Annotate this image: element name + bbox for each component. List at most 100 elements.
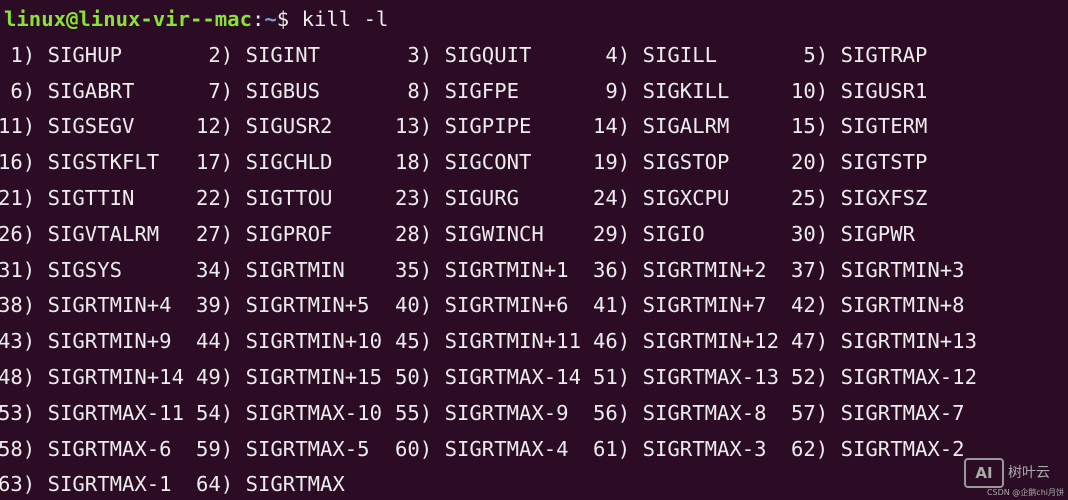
- signal-entry: 59) SIGRTMAX-5: [196, 436, 370, 462]
- signal-name: SIGRTMAX-5: [245, 436, 370, 461]
- signal-name: SIGRTMIN+10: [245, 329, 382, 354]
- signal-entry: 16) SIGSTKFLT: [0, 149, 159, 175]
- signal-number: 15): [791, 114, 829, 139]
- watermark: AI 树叶云 CSDN @企鹅chi月饼: [964, 452, 1064, 498]
- signal-entry: 36) SIGRTMIN+2: [593, 257, 767, 283]
- signal-name: SIGTRAP: [840, 42, 928, 67]
- signal-entry: 20) SIGTSTP: [791, 149, 927, 175]
- signal-entry: 60) SIGRTMAX-4: [395, 436, 569, 462]
- signal-entry: 26) SIGVTALRM: [0, 221, 159, 247]
- signal-entry: 1) SIGHUP: [0, 42, 122, 68]
- signal-name: SIGRTMAX: [245, 472, 345, 497]
- signal-entry: 8) SIGFPE: [395, 78, 519, 104]
- signal-entry: 21) SIGTTIN: [0, 185, 134, 211]
- signal-number: 44): [196, 329, 234, 354]
- signal-number: 2): [208, 42, 234, 67]
- signal-number: 38): [0, 293, 36, 318]
- signal-number: 21): [0, 186, 36, 210]
- signal-name: SIGRTMAX-8: [642, 400, 767, 425]
- signal-entry: 2) SIGINT: [196, 42, 320, 68]
- signal-entry: 40) SIGRTMIN+6: [395, 292, 569, 318]
- signal-entry: 11) SIGSEGV: [0, 113, 134, 139]
- signal-number: 14): [593, 114, 631, 139]
- signal-number: 55): [395, 400, 433, 425]
- signal-number: 58): [0, 436, 36, 461]
- signal-entry: 24) SIGXCPU: [593, 185, 729, 211]
- signal-entry: 47) SIGRTMIN+13: [791, 328, 977, 354]
- signal-entry: 23) SIGURG: [395, 185, 519, 211]
- signal-name: SIGRTMAX-11: [47, 400, 184, 425]
- signal-entry: 58) SIGRTMAX-6: [0, 436, 172, 462]
- signal-name: SIGUSR2: [245, 114, 333, 139]
- signal-number: 19): [593, 150, 631, 175]
- signal-entry: 13) SIGPIPE: [395, 113, 531, 139]
- signal-number: 45): [395, 329, 433, 354]
- signal-number: 60): [395, 436, 433, 461]
- signal-number: 46): [593, 329, 631, 354]
- signal-name: SIGPWR: [840, 221, 915, 246]
- signal-entry: 54) SIGRTMAX-10: [196, 400, 382, 426]
- signal-number: 53): [0, 400, 36, 425]
- signal-name: SIGKILL: [642, 78, 730, 103]
- signal-entry: 45) SIGRTMIN+11: [395, 328, 581, 354]
- signal-entry: 28) SIGWINCH: [395, 221, 544, 247]
- signal-entry: 29) SIGIO: [593, 221, 705, 247]
- signal-name: SIGRTMAX-2: [840, 436, 965, 461]
- path: ~: [264, 7, 277, 31]
- signal-name: SIGCONT: [444, 150, 532, 175]
- signal-entry: 10) SIGUSR1: [791, 78, 927, 104]
- signal-name: SIGRTMAX-7: [840, 400, 965, 425]
- signal-number: 42): [791, 293, 829, 318]
- signal-number: 12): [196, 114, 234, 139]
- signal-name: SIGTTOU: [245, 186, 333, 210]
- signal-number: 23): [395, 186, 433, 210]
- signal-name: SIGRTMIN+9: [47, 329, 172, 354]
- signal-number: 29): [593, 221, 631, 246]
- watermark-logo: AI: [964, 458, 1004, 488]
- signal-number: 3): [407, 42, 433, 67]
- signal-name: SIGCHLD: [245, 150, 333, 175]
- separator: :: [251, 7, 265, 31]
- signal-entry: 19) SIGSTOP: [593, 149, 729, 175]
- signal-entry: 4) SIGILL: [593, 42, 717, 68]
- signal-name: SIGUSR1: [840, 78, 928, 103]
- signal-name: SIGRTMIN+13: [840, 329, 977, 354]
- signal-name: SIGTTIN: [47, 186, 135, 210]
- signal-number: 50): [395, 365, 433, 389]
- signal-name: SIGHUP: [47, 42, 122, 67]
- signal-name: SIGRTMAX-14: [444, 365, 581, 389]
- signal-name: SIGTERM: [840, 114, 928, 139]
- signal-entry: 56) SIGRTMAX-8: [593, 400, 767, 426]
- signal-name: SIGXCPU: [642, 186, 730, 210]
- signal-number: 49): [196, 365, 234, 389]
- signal-number: 41): [593, 293, 631, 318]
- signal-entry: 22) SIGTTOU: [196, 185, 332, 211]
- signal-number: 25): [791, 186, 829, 210]
- signal-number: 4): [605, 42, 631, 67]
- signal-entry: 48) SIGRTMIN+14: [0, 364, 184, 390]
- signal-number: 37): [791, 257, 829, 282]
- signal-number: 34): [196, 257, 234, 282]
- signal-number: 26): [0, 221, 36, 246]
- signal-name: SIGRTMAX-6: [47, 436, 172, 461]
- prompt-line: linux@linux-vir--mac:~$ kill -l: [4, 6, 388, 32]
- signal-name: SIGRTMIN+3: [840, 257, 965, 282]
- signal-number: 17): [196, 150, 234, 175]
- signal-entry: 14) SIGALRM: [593, 113, 729, 139]
- signal-name: SIGSEGV: [47, 114, 135, 139]
- signal-entry: 31) SIGSYS: [0, 257, 122, 283]
- signal-number: 8): [407, 78, 433, 103]
- signal-entry: 18) SIGCONT: [395, 149, 531, 175]
- signal-name: SIGSYS: [47, 257, 122, 282]
- signal-name: SIGTSTP: [840, 150, 928, 175]
- signal-number: 13): [395, 114, 433, 139]
- signal-entry: 35) SIGRTMIN+1: [395, 257, 569, 283]
- signal-number: 48): [0, 365, 36, 389]
- signal-entry: 52) SIGRTMAX-12: [791, 364, 977, 390]
- signal-entry: 38) SIGRTMIN+4: [0, 292, 172, 318]
- signal-entry: 44) SIGRTMIN+10: [196, 328, 382, 354]
- signal-name: SIGXFSZ: [840, 186, 928, 210]
- signal-number: 11): [0, 114, 36, 139]
- signal-entry: 5) SIGTRAP: [791, 42, 927, 68]
- signal-entry: 46) SIGRTMIN+12: [593, 328, 779, 354]
